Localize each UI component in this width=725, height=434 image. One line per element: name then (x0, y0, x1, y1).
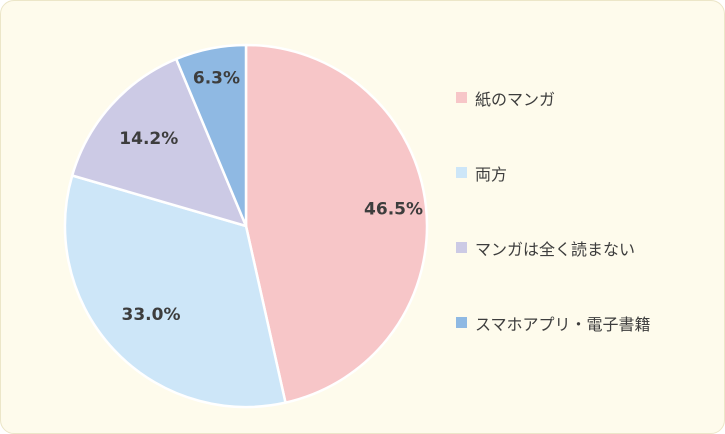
legend-item-paper-manga: 紙のマンガ (456, 85, 651, 110)
pie-slice-both (63, 174, 287, 409)
legend-label-no-manga: マンガは全く読まない (475, 239, 636, 259)
legend-label-both: 両方 (475, 164, 508, 184)
slice-label-both: 33.0% (122, 305, 181, 325)
legend-item-no-manga: マンガは全く読まない (456, 235, 651, 260)
pie-slice-app-ebook (174, 43, 248, 228)
slice-label-no-manga: 14.2% (119, 129, 178, 149)
legend-item-both: 両方 (456, 160, 651, 185)
legend-swatch-no-manga (456, 242, 467, 253)
legend-label-paper-manga: 紙のマンガ (475, 89, 556, 109)
legend-swatch-paper-manga (456, 92, 467, 103)
legend: 紙のマンガ 両方 マンガは全く読まない スマホアプリ・電子書籍 (456, 85, 651, 335)
pie-slice-paper-manga (244, 43, 429, 404)
slice-label-app-ebook: 6.3% (193, 69, 240, 89)
legend-swatch-both (456, 167, 467, 178)
pie-slice-no-manga (70, 57, 248, 228)
slice-label-paper-manga: 46.5% (364, 200, 423, 220)
legend-item-app-ebook: スマホアプリ・電子書籍 (456, 310, 651, 335)
legend-label-app-ebook: スマホアプリ・電子書籍 (475, 314, 651, 334)
legend-swatch-app-ebook (456, 317, 467, 328)
